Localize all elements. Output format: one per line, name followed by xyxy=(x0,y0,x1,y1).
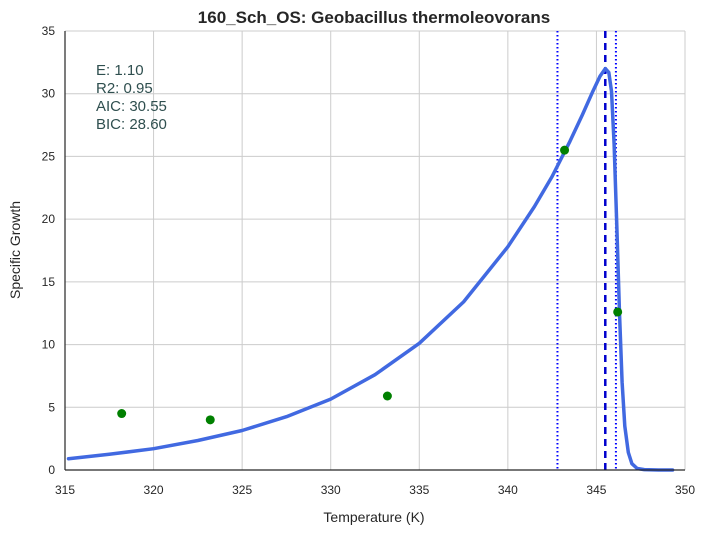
grid xyxy=(64,30,686,471)
data-point xyxy=(117,409,127,419)
x-tick-label: 315 xyxy=(55,483,75,497)
x-tick-label: 350 xyxy=(675,483,695,497)
y-tick-label: 20 xyxy=(42,212,56,226)
fit-curve-layer xyxy=(66,66,675,472)
y-tick-label: 10 xyxy=(42,338,56,352)
fit-curve-line xyxy=(66,66,675,472)
data-point xyxy=(613,307,623,317)
axes xyxy=(64,31,685,471)
stats-annotation-line: E: 1.10 xyxy=(96,62,144,79)
data-points xyxy=(117,145,623,425)
stats-annotation-line: BIC: 28.60 xyxy=(96,116,167,133)
y-tick-label: 5 xyxy=(48,400,55,414)
y-tick-label: 30 xyxy=(42,87,56,101)
x-tick-label: 340 xyxy=(498,483,518,497)
data-point xyxy=(382,391,392,401)
x-tick-label: 320 xyxy=(144,483,164,497)
stats-annotation-line: AIC: 30.55 xyxy=(96,98,167,115)
x-tick-label: 345 xyxy=(586,483,606,497)
y-tick-label: 25 xyxy=(42,149,56,163)
chart-title: 160_Sch_OS: Geobacillus thermoleovorans xyxy=(198,8,550,27)
x-axis-label: Temperature (K) xyxy=(323,509,424,525)
x-tick-label: 325 xyxy=(232,483,252,497)
data-point xyxy=(205,415,215,425)
x-tick-label: 335 xyxy=(409,483,429,497)
y-tick-label: 0 xyxy=(48,463,55,477)
tick-labels: 315 320 325 330 335 340 345 350 0 5 10 15 20 25 30 35 xyxy=(42,24,696,497)
y-tick-label: 35 xyxy=(42,24,56,38)
stats-annotation-line: R2: 0.95 xyxy=(96,80,153,97)
vertical-marker-lines xyxy=(556,31,617,470)
data-point xyxy=(560,145,570,155)
y-axis-label: Specific Growth xyxy=(7,201,23,299)
y-tick-label: 15 xyxy=(42,275,56,289)
x-tick-label: 330 xyxy=(321,483,341,497)
